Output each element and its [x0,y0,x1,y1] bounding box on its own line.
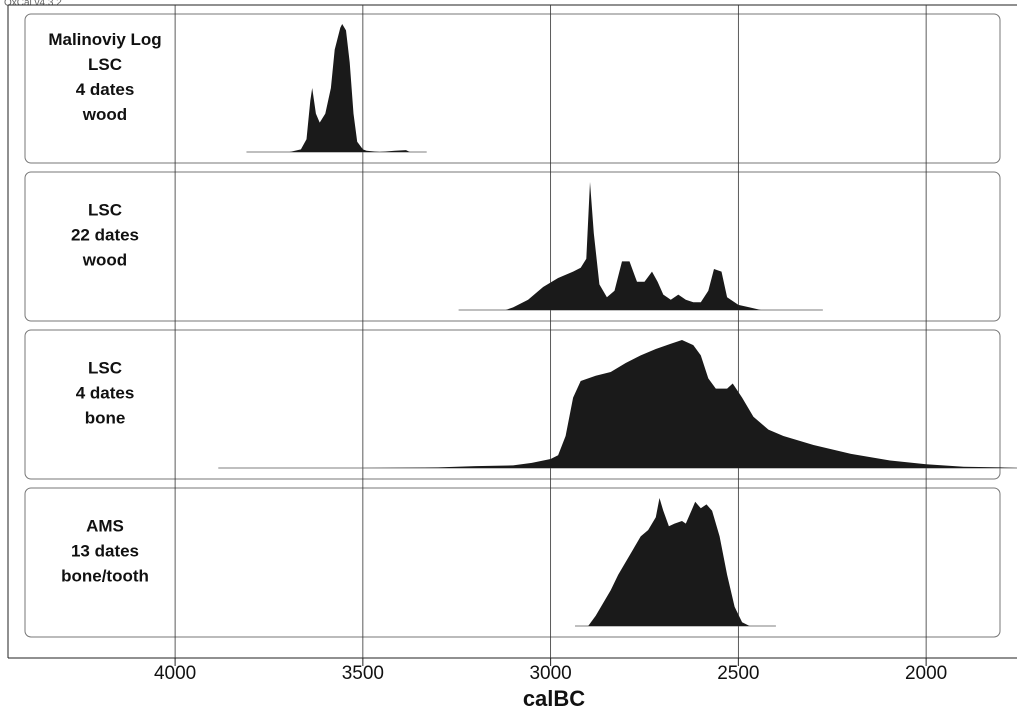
panel-label: 4 dates [76,80,135,99]
panel-label: LSC [88,358,122,377]
density-area [218,340,1017,468]
panel-label: LSC [88,200,122,219]
panel-label: bone [85,408,126,427]
x-tick-label: 2000 [905,663,947,684]
panel-label: bone/tooth [61,566,149,585]
density-area [246,24,427,152]
panel-label: LSC [88,55,122,74]
panel-label: 13 dates [71,541,139,560]
panel-label: wood [82,105,127,124]
panel-label: 22 dates [71,225,139,244]
panel-label: AMS [86,516,124,535]
density-area [458,182,823,310]
x-tick-label: 2500 [717,663,759,684]
panel-label: Malinoviy Log [48,30,161,49]
density-area [575,498,776,626]
panel [24,487,1001,638]
x-tick-label: 3000 [529,663,571,684]
panel [24,329,1001,480]
program-version: OxCal v4.3.2 [4,0,62,9]
panel [24,13,1001,164]
x-tick-label: 4000 [154,663,196,684]
panel [24,171,1001,322]
panel-label: 4 dates [76,383,135,402]
panel-label: wood [82,250,127,269]
x-tick-label: 3500 [342,663,384,684]
x-axis-label: calBC [523,686,585,711]
